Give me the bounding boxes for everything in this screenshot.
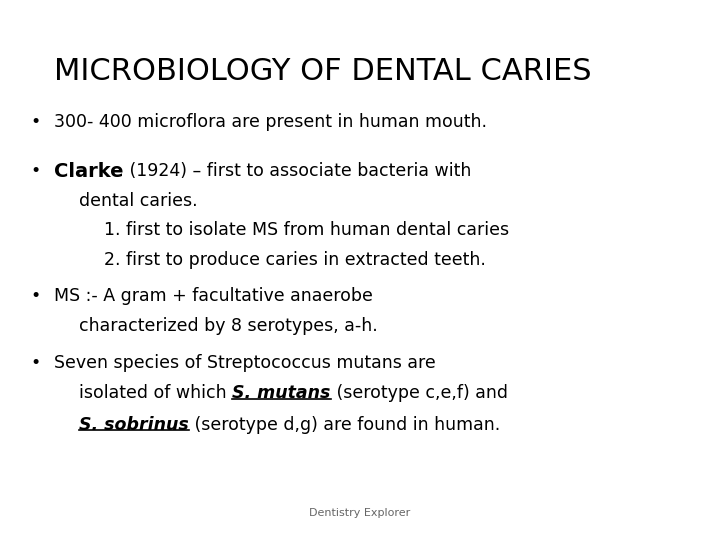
- Text: (1924) – first to associate bacteria with: (1924) – first to associate bacteria wit…: [124, 162, 471, 180]
- Text: MICROBIOLOGY OF DENTAL CARIES: MICROBIOLOGY OF DENTAL CARIES: [54, 57, 592, 86]
- Text: dental caries.: dental caries.: [79, 192, 198, 210]
- Text: MS :- A gram + facultative anaerobe: MS :- A gram + facultative anaerobe: [54, 287, 373, 305]
- Text: S. sobrinus: S. sobrinus: [79, 416, 189, 434]
- Text: •: •: [30, 113, 40, 131]
- Text: S. mutans: S. mutans: [233, 384, 330, 402]
- Text: 2. first to produce caries in extracted teeth.: 2. first to produce caries in extracted …: [104, 251, 486, 269]
- Text: Seven species of Streptococcus mutans are: Seven species of Streptococcus mutans ar…: [54, 354, 436, 372]
- Text: •: •: [30, 162, 40, 180]
- Text: 1. first to isolate MS from human dental caries: 1. first to isolate MS from human dental…: [104, 221, 510, 239]
- Text: isolated of which: isolated of which: [79, 384, 233, 402]
- Text: 300- 400 microflora are present in human mouth.: 300- 400 microflora are present in human…: [54, 113, 487, 131]
- Text: Clarke: Clarke: [54, 162, 124, 181]
- Text: characterized by 8 serotypes, a-h.: characterized by 8 serotypes, a-h.: [79, 317, 378, 335]
- Text: (serotype c,e,f) and: (serotype c,e,f) and: [330, 384, 508, 402]
- Text: Dentistry Explorer: Dentistry Explorer: [310, 508, 410, 518]
- Text: •: •: [30, 287, 40, 305]
- Text: •: •: [30, 354, 40, 372]
- Text: (serotype d,g) are found in human.: (serotype d,g) are found in human.: [189, 416, 500, 434]
